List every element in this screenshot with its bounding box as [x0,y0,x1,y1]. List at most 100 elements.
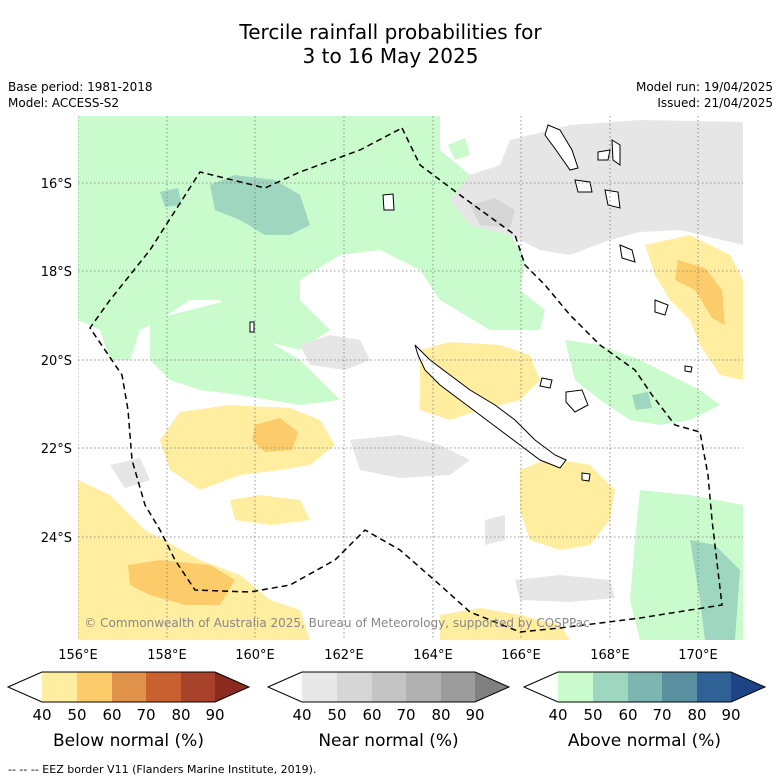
below-normal-strong-east [675,260,725,325]
below-normal-region-new-caledonia [420,342,540,420]
cb-tick: 60 [618,706,637,724]
fiji-island-2 [684,365,693,373]
cb-tick: 40 [548,706,567,724]
lat-tick: 18°S [41,265,72,280]
loyalty-island-2 [565,389,589,413]
cb-tick: 50 [67,706,86,724]
copyright-notice: © Commonwealth of Australia 2025, Bureau… [84,616,589,630]
base-period: Base period: 1981-2018 [8,80,153,94]
cb-tick: 70 [396,706,415,724]
loyalty-island-1 [539,377,553,389]
eez-border [89,127,723,633]
above-normal-strong-west [160,188,182,207]
colorbar-near-normal: 40 50 60 70 80 90 [266,671,511,724]
cb-tick: 60 [102,706,121,724]
cb-tick: 80 [171,706,190,724]
near-normal-region-middle [350,435,470,478]
cb-tick: 80 [431,706,450,724]
below-normal-region-mid [230,495,310,525]
below-normal-region-southwest [78,480,310,640]
small-island-north [382,193,395,211]
near-normal-region-northeast [450,120,743,255]
vanuatu-island-4 [574,179,593,193]
longitude-ticks: 156°E 158°E 160°E 162°E 164°E 166°E 168°… [58,648,718,663]
cb-swatch [215,672,249,702]
cb-tick: 50 [583,706,602,724]
near-normal-region-center [300,335,370,370]
cb-swatch [524,672,558,702]
near-normal-region-small [485,515,505,545]
above-normal-strong-southeast [690,540,740,640]
near-normal-region-south [515,575,615,602]
issued-date: Issued: 21/04/2025 [657,96,773,110]
vanuatu-island-1 [544,124,579,171]
above-normal-region-east [565,340,720,425]
cb-tick: 90 [205,706,224,724]
latitude-ticks: 16°S 18°S 20°S 22°S 24°S [41,177,72,546]
lat-tick: 22°S [41,442,72,457]
cb-swatch [112,672,146,702]
colorbar-label-below: Below normal (%) [53,731,204,751]
cb-swatch [628,672,662,702]
colorbar-above-normal: 40 50 60 70 80 90 [522,671,767,724]
title-line-2: 3 to 16 May 2025 [302,44,479,68]
cb-swatch [475,672,509,702]
below-normal-region-bottom [440,608,570,640]
cb-swatch [146,672,181,702]
title-line-1: Tercile rainfall probabilities for [239,20,542,44]
lon-tick: 168°E [590,648,630,663]
isle-of-pines [581,472,591,482]
below-normal-region-center [160,405,335,490]
cb-tick: 70 [652,706,671,724]
above-normal-region-north [78,116,545,360]
coastlines [249,124,693,482]
colorbar-label-above: Above normal (%) [567,731,722,751]
above-normal-strong-north [210,175,310,235]
vanuatu-island-2 [597,149,611,161]
cb-swatch [593,672,628,702]
lon-tick: 170°E [678,648,718,663]
cb-tick: 90 [721,706,740,724]
lon-tick: 158°E [147,648,187,663]
cb-swatch [302,672,337,702]
lat-tick: 20°S [41,354,72,369]
vanuatu-island-5 [604,189,621,209]
map-fields: © Commonwealth of Australia 2025, Bureau… [78,116,743,640]
cb-swatch [558,672,593,702]
near-normal-strong-northeast [470,198,515,228]
gridlines [78,116,743,640]
colorbar-legends: 40 50 60 70 80 90 40 50 60 70 80 [6,671,767,724]
cb-tick: 40 [292,706,311,724]
eez-footnote: -- -- -- EEZ border V11 (Flanders Marine… [8,763,317,776]
cb-tick: 80 [687,706,706,724]
lat-tick: 24°S [41,531,72,546]
model-name: Model: ACCESS-S2 [8,96,120,110]
cb-swatch [406,672,441,702]
above-normal-region-west [78,130,200,205]
cb-swatch [372,672,406,702]
cb-tick: 70 [136,706,155,724]
above-normal-region-central [150,300,340,405]
colorbar-label-near: Near normal (%) [318,731,459,751]
vanuatu-island-3 [611,139,621,166]
cb-swatch [8,672,42,702]
cb-swatch [268,672,302,702]
model-run: Model run: 19/04/2025 [635,80,773,94]
cb-swatch [42,672,77,702]
cb-tick: 60 [362,706,381,724]
lat-tick: 16°S [41,177,72,192]
near-normal-region-west [110,458,150,488]
lon-tick: 156°E [58,648,98,663]
colorbar-below-normal: 40 50 60 70 80 90 [6,671,251,724]
above-normal-region-small [448,138,470,160]
cb-tick: 50 [327,706,346,724]
cb-swatch [697,672,731,702]
above-normal-strong-east [632,392,652,410]
cb-swatch [337,672,372,702]
below-normal-strong-southwest [128,560,235,605]
new-caledonia-island [414,344,567,469]
lon-tick: 162°E [324,648,364,663]
below-normal-strong-center [252,418,298,452]
vanuatu-island-6 [619,244,636,263]
